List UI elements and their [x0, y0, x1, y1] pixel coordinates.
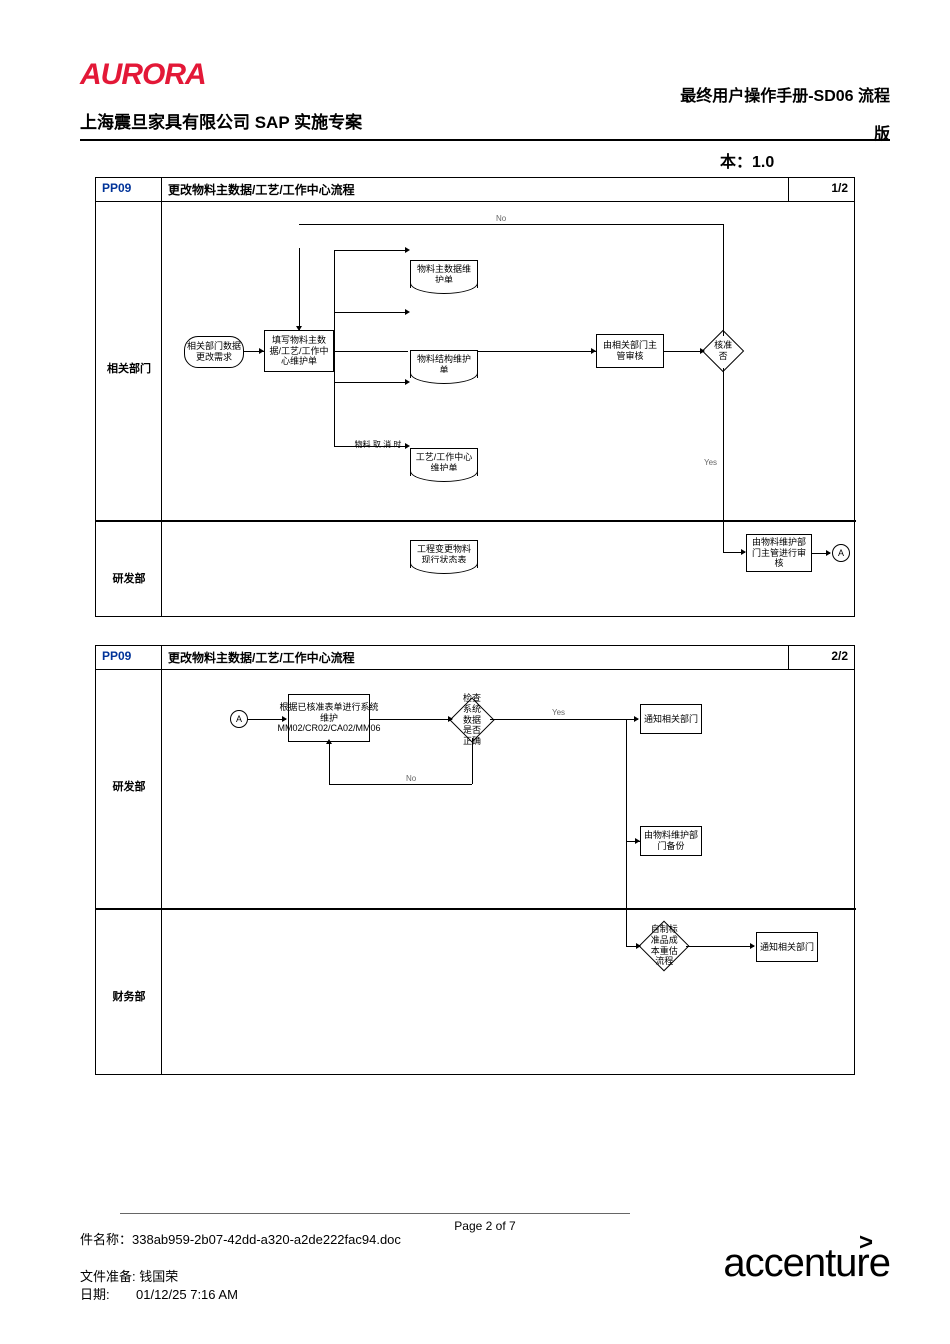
- arrow: [490, 719, 638, 720]
- arrowhead-icon: [282, 716, 287, 722]
- arrow: [334, 446, 408, 447]
- fc1-code: PP09: [96, 178, 162, 201]
- arrowhead-icon: [405, 443, 410, 449]
- node-bom-doc: 物料结构维护单: [410, 350, 478, 378]
- fc2-pager: 2/2: [788, 646, 854, 669]
- arrow: [626, 719, 627, 841]
- manual-title: 最终用户操作手册-SD06 流程: [680, 82, 890, 106]
- arrow: [472, 738, 473, 784]
- flowchart-2-header: PP09 更改物料主数据/工艺/工作中心流程 2/2: [96, 646, 854, 670]
- arrow: [723, 368, 724, 552]
- flowchart-1: PP09 更改物料主数据/工艺/工作中心流程 1/2 相关部门 研发部 相关部门…: [95, 177, 855, 617]
- node-std-cost-label: 自制标准品成本重估流程: [649, 924, 679, 967]
- node-std-cost-decision: 自制标准品成本重估流程: [639, 921, 690, 972]
- node-rd-mgr-review: 由物料维护部门主管进行审核: [746, 534, 812, 572]
- arrowhead-icon: [448, 716, 453, 722]
- node-notify-dept-1: 通知相关部门: [640, 704, 702, 734]
- footer-rule: [120, 1213, 630, 1214]
- node-routing-doc: 工艺/工作中心维护单: [410, 448, 478, 476]
- arrowhead-icon: [826, 550, 831, 556]
- page-indicator: Page 2 of 7: [454, 1219, 515, 1233]
- node-approve-label: 核准否: [711, 340, 735, 362]
- document-footer: Page 2 of 7 件名称：338ab959-2b07-42dd-a320-…: [80, 1231, 890, 1304]
- edge-no-label: No: [496, 214, 506, 223]
- fc1-lanes: 相关部门 研发部: [96, 200, 162, 616]
- node-backup: 由物料维护部门备份: [640, 826, 702, 856]
- node-fill-form: 填写物料主数据/工艺/工作中心维护单: [264, 330, 334, 372]
- node-check-decision: 检查系统数据是否正确: [449, 697, 494, 742]
- node-material-master-doc: 物料主数据维护单: [410, 260, 478, 288]
- fc1-lane1-label: 相关部门: [96, 360, 162, 376]
- arrow: [329, 742, 330, 784]
- filename-label: 件名称：: [80, 1232, 132, 1247]
- fc2-lane-divider: [96, 908, 856, 910]
- arrow: [299, 224, 723, 225]
- accenture-accent-icon: >: [859, 1229, 872, 1257]
- arrowhead-icon: [634, 716, 639, 722]
- arrow: [686, 946, 754, 947]
- fc1-lane-divider: [96, 520, 856, 522]
- node-notify-dept-2: 通知相关部门: [756, 932, 818, 962]
- fc2-code: PP09: [96, 646, 162, 669]
- arrowhead-icon: [741, 549, 746, 555]
- fc1-pager: 1/2: [788, 178, 854, 201]
- arrow: [478, 351, 596, 352]
- arrowhead-icon: [405, 309, 410, 315]
- arrow: [334, 250, 408, 251]
- fc1-lane2-label: 研发部: [96, 570, 162, 586]
- arrow: [248, 719, 286, 720]
- fc2-lanes: 研发部 财务部: [96, 668, 162, 1074]
- flowchart-1-header: PP09 更改物料主数据/工艺/工作中心流程 1/2: [96, 178, 854, 202]
- arrow: [334, 250, 335, 446]
- label-material-cancel: 物料 取 消 时: [350, 438, 406, 452]
- prepared-by: 钱国荣: [139, 1269, 178, 1284]
- prepared-label: 文件准备:: [80, 1269, 139, 1284]
- edge-yes-label: Yes: [704, 458, 717, 467]
- filename-value: 338ab959-2b07-42dd-a320-a2de222fac94.doc: [132, 1232, 401, 1247]
- company-line: 上海震旦家具有限公司 SAP 实施专案: [80, 108, 362, 133]
- date-value: 01/12/25 7:16 AM: [136, 1287, 238, 1302]
- arrowhead-icon: [326, 739, 332, 744]
- document-header: AURORA 最终用户操作手册-SD06 流程 上海震旦家具有限公司 SAP 实…: [0, 0, 950, 141]
- arrow: [626, 841, 627, 946]
- flowchart-2: PP09 更改物料主数据/工艺/工作中心流程 2/2 研发部 财务部 A 根据已…: [95, 645, 855, 1075]
- arrowhead-icon: [259, 348, 264, 354]
- accenture-logo: > accenture: [723, 1241, 890, 1286]
- arrow: [299, 248, 300, 330]
- node-dept-mgr-review: 由相关部门主管审核: [596, 334, 664, 368]
- arrowhead-icon: [591, 348, 596, 354]
- version-value: 本：1.0: [720, 148, 774, 172]
- arrowhead-icon: [405, 379, 410, 385]
- fc2-title: 更改物料主数据/工艺/工作中心流程: [162, 646, 788, 669]
- node-connector-a-in: A: [230, 710, 248, 728]
- node-connector-a-out: A: [832, 544, 850, 562]
- arrow: [723, 224, 724, 336]
- version-char: 版: [874, 120, 890, 144]
- edge-yes-label-2: Yes: [552, 708, 565, 717]
- node-approve-decision: 核准否: [702, 330, 744, 372]
- date-label: 日期:: [80, 1286, 136, 1304]
- arrowhead-icon: [750, 943, 755, 949]
- node-maintain-system: 根据已核准表单进行系统维护MM02/CR02/CA02/MM06: [288, 694, 370, 742]
- arrow: [664, 351, 704, 352]
- arrowhead-icon: [296, 326, 302, 331]
- arrow: [334, 312, 408, 313]
- arrow: [329, 784, 472, 785]
- footer-date: 日期:01/12/25 7:16 AM: [80, 1286, 890, 1304]
- edge-no-label-2: No: [406, 774, 416, 783]
- arrow: [334, 351, 408, 352]
- arrow: [334, 382, 408, 383]
- arrow: [370, 719, 452, 720]
- node-eng-change-doc: 工程变更物料现行状态表: [410, 540, 478, 568]
- node-request: 相关部门数据更改需求: [184, 336, 244, 368]
- arrowhead-icon: [700, 348, 705, 354]
- fc2-lane2-label: 财务部: [96, 988, 162, 1004]
- fc2-lane1-label: 研发部: [96, 778, 162, 794]
- arrowhead-icon: [405, 247, 410, 253]
- fc1-title: 更改物料主数据/工艺/工作中心流程: [162, 178, 788, 201]
- arrowhead-icon: [635, 838, 640, 844]
- arrowhead-icon: [636, 943, 641, 949]
